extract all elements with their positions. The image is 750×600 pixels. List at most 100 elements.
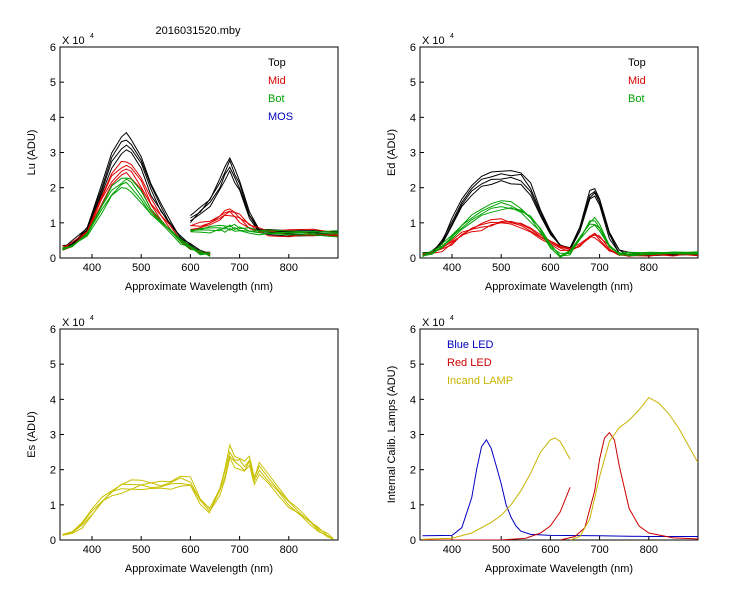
y-axis-label: Lu (ADU) xyxy=(26,130,38,176)
y-tick-label: 1 xyxy=(50,500,56,512)
chart-es: 0 1 2 3 4 5 6 400 500 600 700 800 X 10 4 Approximate W… xyxy=(26,315,339,575)
y-axis-label: Es (ADU) xyxy=(26,411,38,457)
series-line-bot xyxy=(190,226,338,235)
series-line-red-led xyxy=(422,487,571,540)
legend-entry-mos: MOS xyxy=(268,111,293,123)
x-axis-label: Approximate Wavelength (nm) xyxy=(125,281,273,293)
x-tick-label: 800 xyxy=(640,262,658,274)
x-tick-label: 800 xyxy=(640,544,658,556)
y-exponent-power: 4 xyxy=(450,315,454,322)
plot-area xyxy=(422,396,698,540)
plot-area xyxy=(62,131,338,257)
series-line-bot xyxy=(62,187,211,256)
x-axis-label: Approximate Wavelength (nm) xyxy=(125,563,273,575)
legend-entry-mid: Mid xyxy=(628,75,646,87)
x-tick-label: 400 xyxy=(443,262,461,274)
series-line-es xyxy=(62,477,211,536)
series-line-red-led xyxy=(560,431,698,540)
legend-entry-top: Top xyxy=(628,57,646,69)
legend-entry-bot: Bot xyxy=(628,93,645,105)
legend-entry-red-led: Red LED xyxy=(447,357,492,369)
x-tick-label: 400 xyxy=(443,544,461,556)
legend-entry-mid: Mid xyxy=(268,75,286,87)
y-exponent-power: 4 xyxy=(450,33,454,40)
y-exponent-label: X 10 xyxy=(422,35,445,47)
series-line-top xyxy=(422,180,698,256)
x-tick-label: 400 xyxy=(83,262,101,274)
series-line-top xyxy=(62,139,211,253)
series-line-mid xyxy=(190,214,338,238)
plot-area xyxy=(422,170,698,258)
series-line-top xyxy=(422,170,698,257)
y-exponent-power: 4 xyxy=(90,33,94,40)
series-line-top xyxy=(190,169,338,237)
y-exponent-label: X 10 xyxy=(62,35,85,47)
x-tick-label: 700 xyxy=(230,262,248,274)
y-tick-label: 2 xyxy=(50,465,56,477)
x-tick-label: 500 xyxy=(132,262,150,274)
plot-frame xyxy=(419,46,699,259)
y-tick-label: 0 xyxy=(410,535,416,547)
x-tick-label: 800 xyxy=(280,262,298,274)
series-line-es xyxy=(209,455,334,539)
series-line-bot xyxy=(62,178,211,255)
y-exponent-power: 4 xyxy=(90,315,94,322)
series-line-es xyxy=(62,482,211,535)
x-axis-label: Approximate Wavelength (nm) xyxy=(485,281,633,293)
y-tick-label: 0 xyxy=(50,253,56,265)
series-line-incand-lamp xyxy=(422,437,571,540)
y-tick-label: 3 xyxy=(410,148,416,160)
y-tick-label: 1 xyxy=(410,218,416,230)
x-tick-label: 500 xyxy=(492,544,510,556)
series-line-mid xyxy=(62,168,211,254)
y-tick-label: 5 xyxy=(50,359,56,371)
y-exponent-label: X 10 xyxy=(422,317,445,329)
y-axis-label: Internal Calib. Lamps (ADU) xyxy=(386,366,398,504)
y-tick-label: 4 xyxy=(410,394,416,406)
plot-frame xyxy=(59,328,339,541)
chart-lu: 0 1 2 3 4 5 6 400 500 600 700 800 X 10 4 Approximate W… xyxy=(26,33,339,293)
y-tick-label: 3 xyxy=(50,430,56,442)
y-tick-label: 4 xyxy=(50,394,56,406)
x-tick-label: 600 xyxy=(541,262,559,274)
series-line-bot xyxy=(190,227,338,238)
series-line-mid xyxy=(62,171,211,256)
y-tick-label: 6 xyxy=(410,324,416,336)
y-tick-label: 6 xyxy=(50,324,56,336)
legend-entry-incand-lamp: Incand LAMP xyxy=(447,375,513,387)
y-tick-label: 1 xyxy=(410,500,416,512)
x-tick-label: 500 xyxy=(492,262,510,274)
y-tick-label: 6 xyxy=(410,42,416,54)
y-tick-label: 6 xyxy=(50,42,56,54)
x-tick-label: 500 xyxy=(132,544,150,556)
y-tick-label: 2 xyxy=(410,465,416,477)
series-line-bot xyxy=(422,207,698,258)
x-tick-label: 400 xyxy=(83,544,101,556)
y-tick-label: 3 xyxy=(50,148,56,160)
legend-entry-bot: Bot xyxy=(268,93,285,105)
series-line-top xyxy=(190,166,338,236)
series-line-incand-lamp xyxy=(569,396,698,540)
y-tick-label: 5 xyxy=(410,359,416,371)
chart-lamps: 0 1 2 3 4 5 6 400 500 600 700 800 X 10 4 Approximate W… xyxy=(386,315,699,575)
figure-title: 2016031520.mby xyxy=(155,25,241,37)
y-tick-label: 0 xyxy=(410,253,416,265)
plot-area xyxy=(62,443,334,540)
y-tick-label: 2 xyxy=(50,183,56,195)
chart-ed: 0 1 2 3 4 5 6 400 500 600 700 800 X 10 4 Approximate W… xyxy=(386,33,699,293)
y-tick-label: 1 xyxy=(50,218,56,230)
y-tick-label: 5 xyxy=(50,77,56,89)
y-tick-label: 3 xyxy=(410,430,416,442)
series-line-es xyxy=(209,456,334,539)
series-line-mid xyxy=(62,160,211,255)
x-axis-label: Approximate Wavelength (nm) xyxy=(485,563,633,575)
series-line-top xyxy=(190,159,338,235)
x-tick-label: 700 xyxy=(590,544,608,556)
y-tick-label: 4 xyxy=(50,112,56,124)
x-tick-label: 600 xyxy=(181,262,199,274)
series-line-es xyxy=(62,484,211,536)
series-line-bot xyxy=(190,223,338,233)
series-line-blue-led xyxy=(422,438,698,537)
x-tick-label: 700 xyxy=(230,544,248,556)
